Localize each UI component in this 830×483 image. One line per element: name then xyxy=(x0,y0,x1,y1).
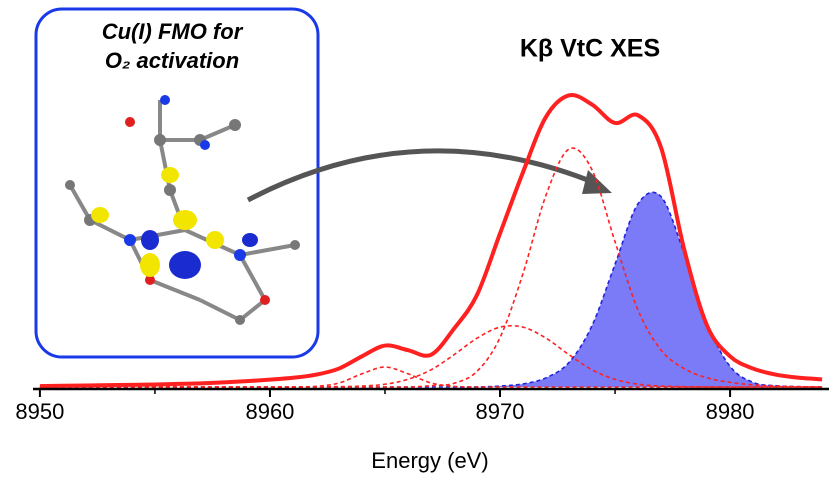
x-tick-label: 8950 xyxy=(15,399,64,424)
x-tick-label: 8970 xyxy=(476,399,525,424)
chart-title: Kβ VtC XES xyxy=(520,35,660,63)
x-tick-label: 8960 xyxy=(245,399,294,424)
component-line xyxy=(39,147,823,388)
x-tick-label: 8980 xyxy=(706,399,755,424)
plot-area: 8950 8960 8970 8980 xyxy=(15,92,829,424)
inset-frame xyxy=(34,7,320,359)
x-axis-label: Energy (eV) xyxy=(371,448,488,473)
arrow xyxy=(246,148,601,203)
inset: Cu(I) FMO for O₂ activation xyxy=(34,7,320,359)
component-line xyxy=(39,324,823,388)
spectrum-line xyxy=(39,92,823,389)
inset-title: O₂ activation xyxy=(105,48,239,73)
inset-title: Cu(I) FMO for xyxy=(102,19,244,44)
area xyxy=(39,192,823,388)
molecule-atoms xyxy=(65,95,300,325)
